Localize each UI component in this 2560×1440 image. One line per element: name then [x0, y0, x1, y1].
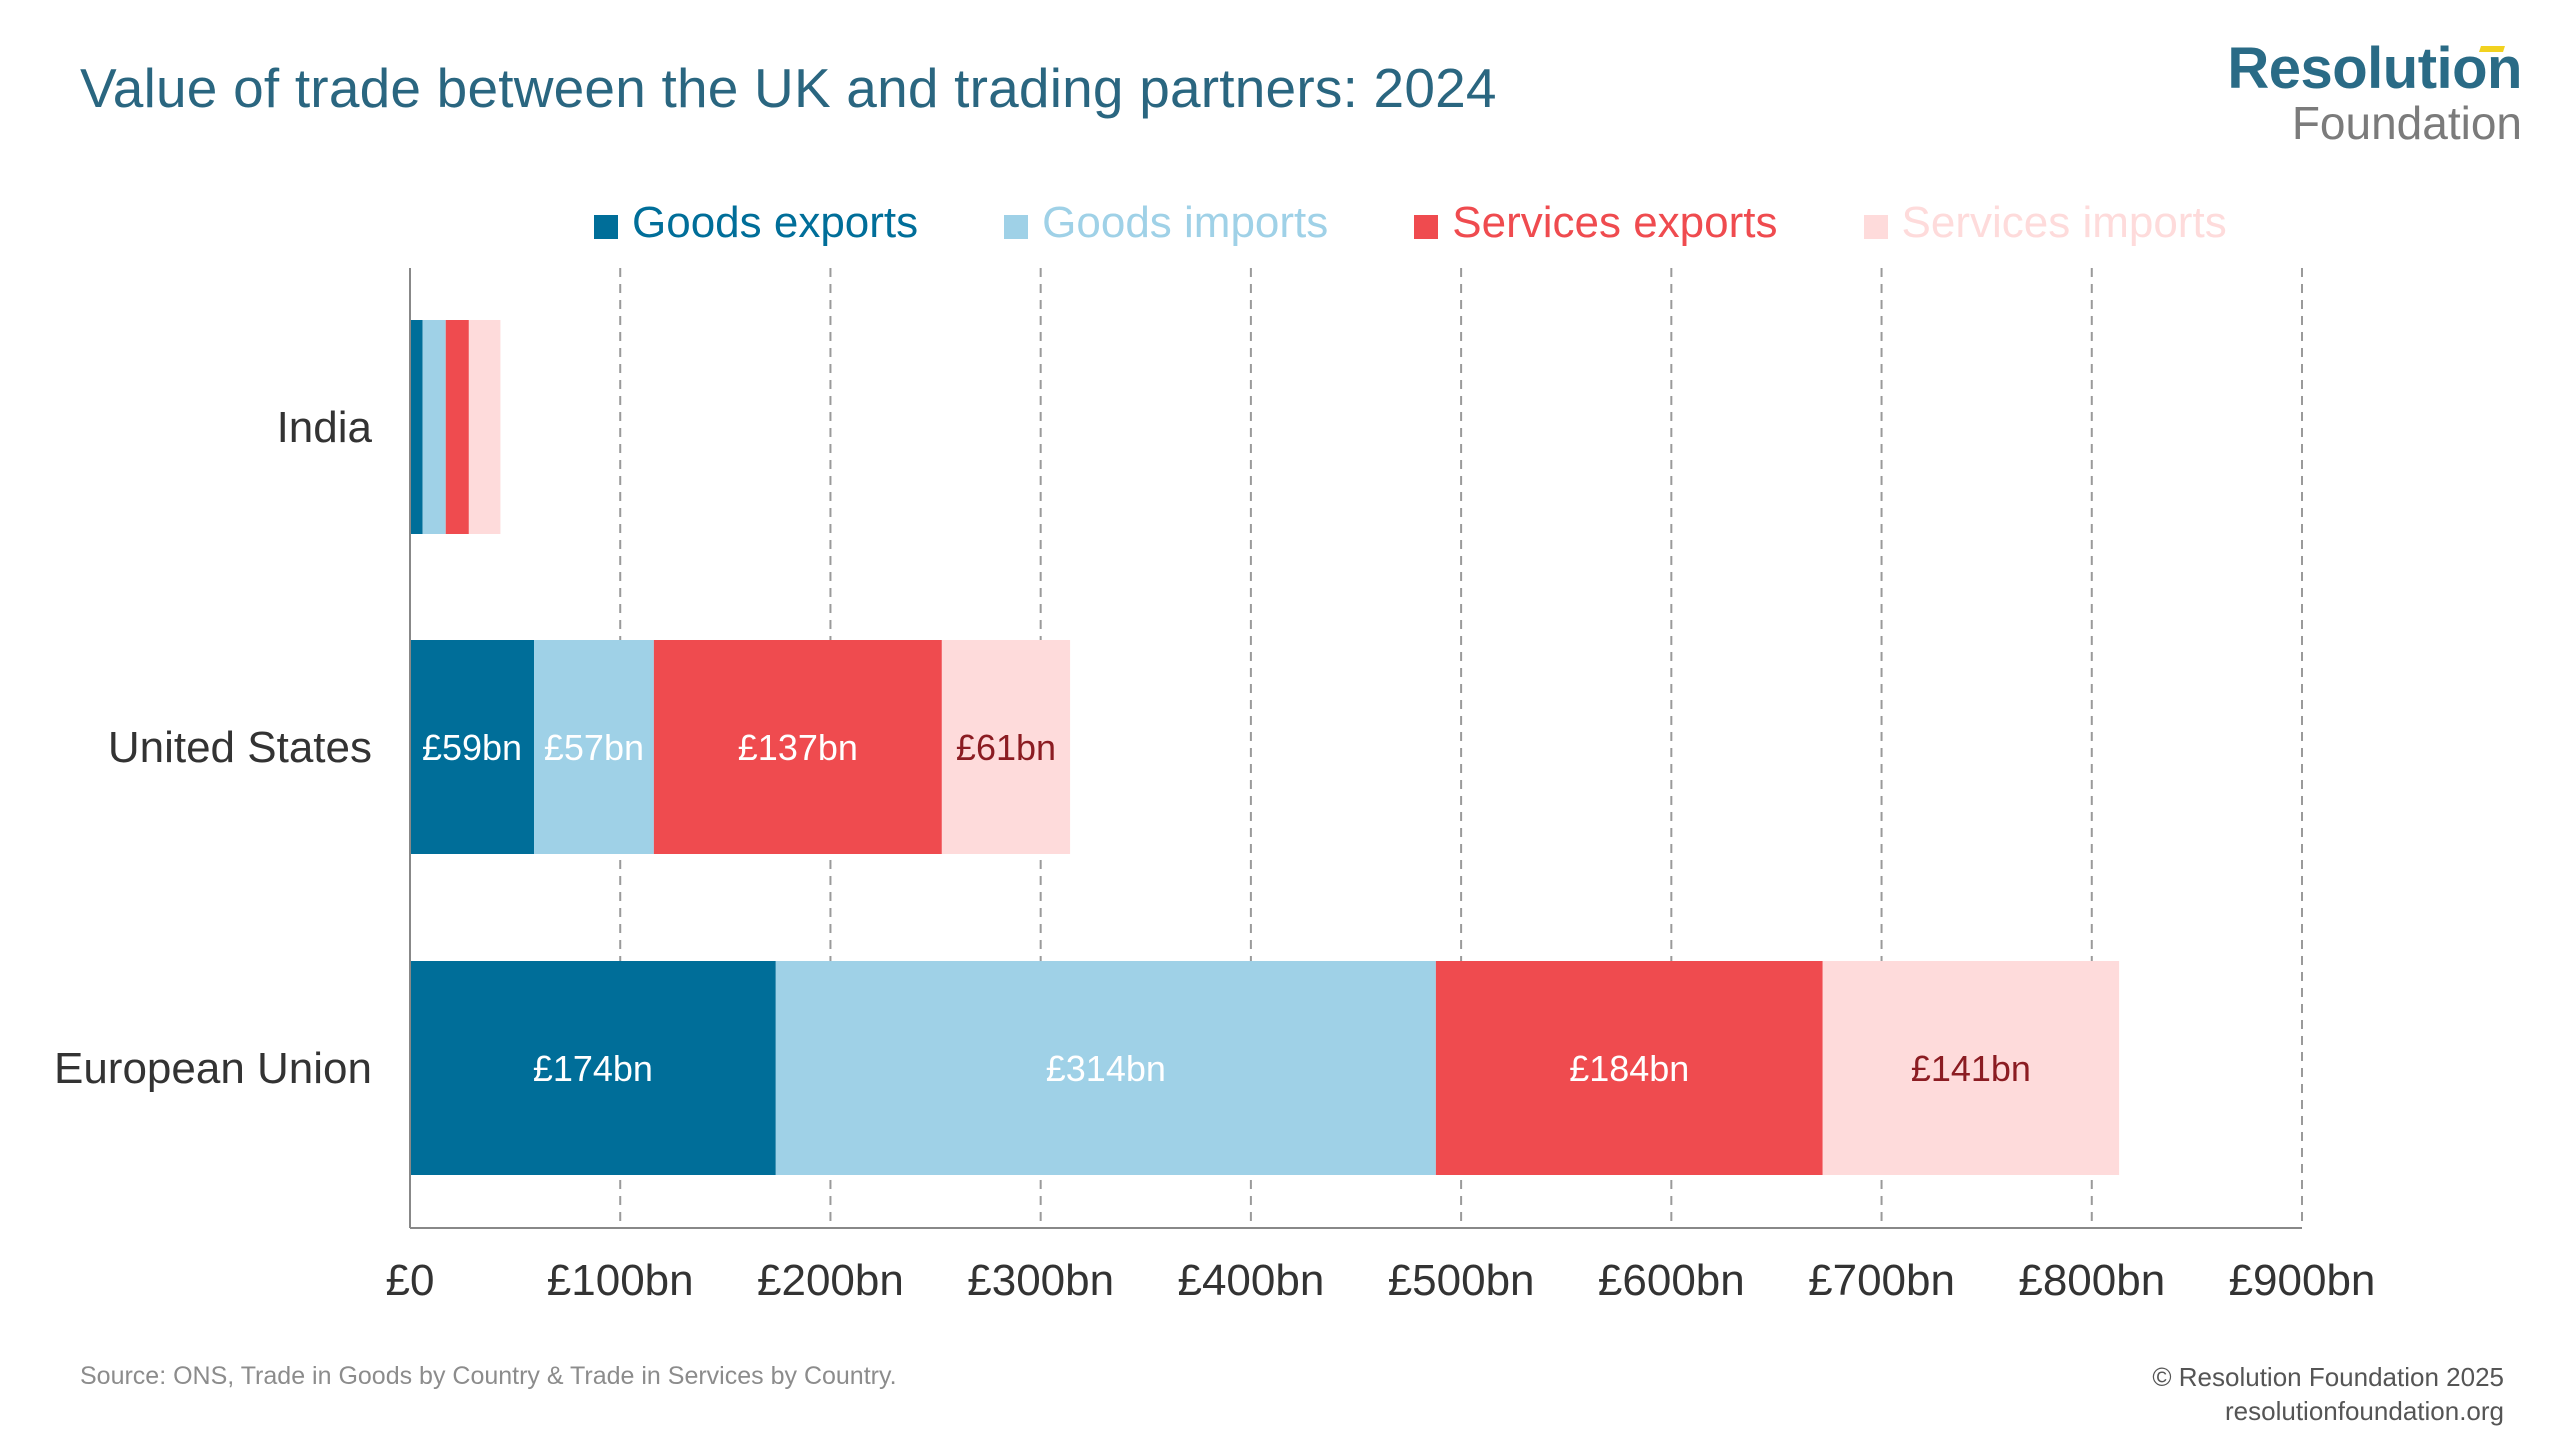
x-tick-label: £500bn: [1388, 1256, 1535, 1305]
x-tick-label: £0: [386, 1256, 435, 1305]
category-label: India: [277, 403, 373, 452]
data-label: £141bn: [1911, 1048, 2031, 1089]
bar-india-goods-exports: [410, 320, 423, 534]
legend-swatch-services-exports: [1414, 215, 1439, 239]
category-label: European Union: [54, 1044, 372, 1093]
legend-label-services-exports: Services exports: [1452, 198, 1778, 247]
bar-united-states-services-exports: [653, 640, 942, 854]
bar-india-services-imports: [468, 320, 501, 534]
bar-united-states-goods-exports: [410, 640, 535, 854]
data-label: £184bn: [1569, 1048, 1689, 1089]
x-tick-label: £800bn: [2018, 1256, 2165, 1305]
bar-european-union-goods-imports: [775, 961, 1436, 1175]
data-label: £314bn: [1046, 1048, 1166, 1089]
resolution-foundation-logo: Resolution Foundation: [2227, 40, 2522, 149]
data-label: £57bn: [544, 727, 644, 768]
source-note: Source: ONS, Trade in Goods by Country &…: [80, 1362, 897, 1390]
legend-label-goods-exports: Goods exports: [632, 198, 919, 247]
logo-line2: Foundation: [2291, 97, 2522, 149]
data-label: £61bn: [956, 727, 1056, 768]
bar-india-services-exports: [445, 320, 469, 534]
bar-india-goods-imports: [422, 320, 446, 534]
x-tick-label: £900bn: [2229, 1256, 2376, 1305]
category-label: United States: [108, 723, 372, 772]
bar-european-union-services-exports: [1435, 961, 1823, 1175]
legend-swatch-goods-exports: [594, 215, 618, 239]
copyright-text: © Resolution Foundation 2025: [2152, 1362, 2504, 1392]
legend-item-services-exports: Services exports: [1414, 198, 1778, 248]
x-tick-label: £600bn: [1598, 1256, 1745, 1305]
x-tick-label: £100bn: [547, 1256, 694, 1305]
website-text: resolutionfoundation.org: [2225, 1396, 2504, 1426]
bar-united-states-services-imports: [941, 640, 1071, 854]
chart-title: Value of trade between the UK and tradin…: [80, 57, 1497, 119]
x-tick-label: £700bn: [1808, 1256, 1955, 1305]
x-tick-label: £300bn: [967, 1256, 1114, 1305]
legend-swatch-goods-imports: [1004, 215, 1029, 239]
data-label: £174bn: [533, 1048, 653, 1089]
legend-label-services-imports: Services imports: [1901, 198, 2227, 247]
bar-european-union-goods-exports: [410, 961, 776, 1175]
legend-item-services-imports: Services imports: [1863, 198, 2227, 248]
bar-united-states-goods-imports: [534, 640, 654, 854]
data-label: £59bn: [422, 727, 522, 768]
legend-label-goods-imports: Goods imports: [1042, 198, 1329, 247]
x-tick-label: £400bn: [1177, 1256, 1324, 1305]
logo-line1: Resolution: [2227, 36, 2522, 101]
data-label: £137bn: [738, 727, 858, 768]
legend-item-goods-imports: Goods imports: [1004, 198, 1328, 248]
legend-swatch-services-imports: [1863, 215, 1888, 239]
legend: Goods exports Goods imports Services exp…: [594, 198, 2227, 248]
bar-european-union-services-imports: [1822, 961, 2120, 1175]
copyright-block: © Resolution Foundation 2025 resolutionf…: [2152, 1360, 2504, 1428]
x-tick-label: £200bn: [757, 1256, 904, 1305]
legend-item-goods-exports: Goods exports: [594, 198, 918, 248]
